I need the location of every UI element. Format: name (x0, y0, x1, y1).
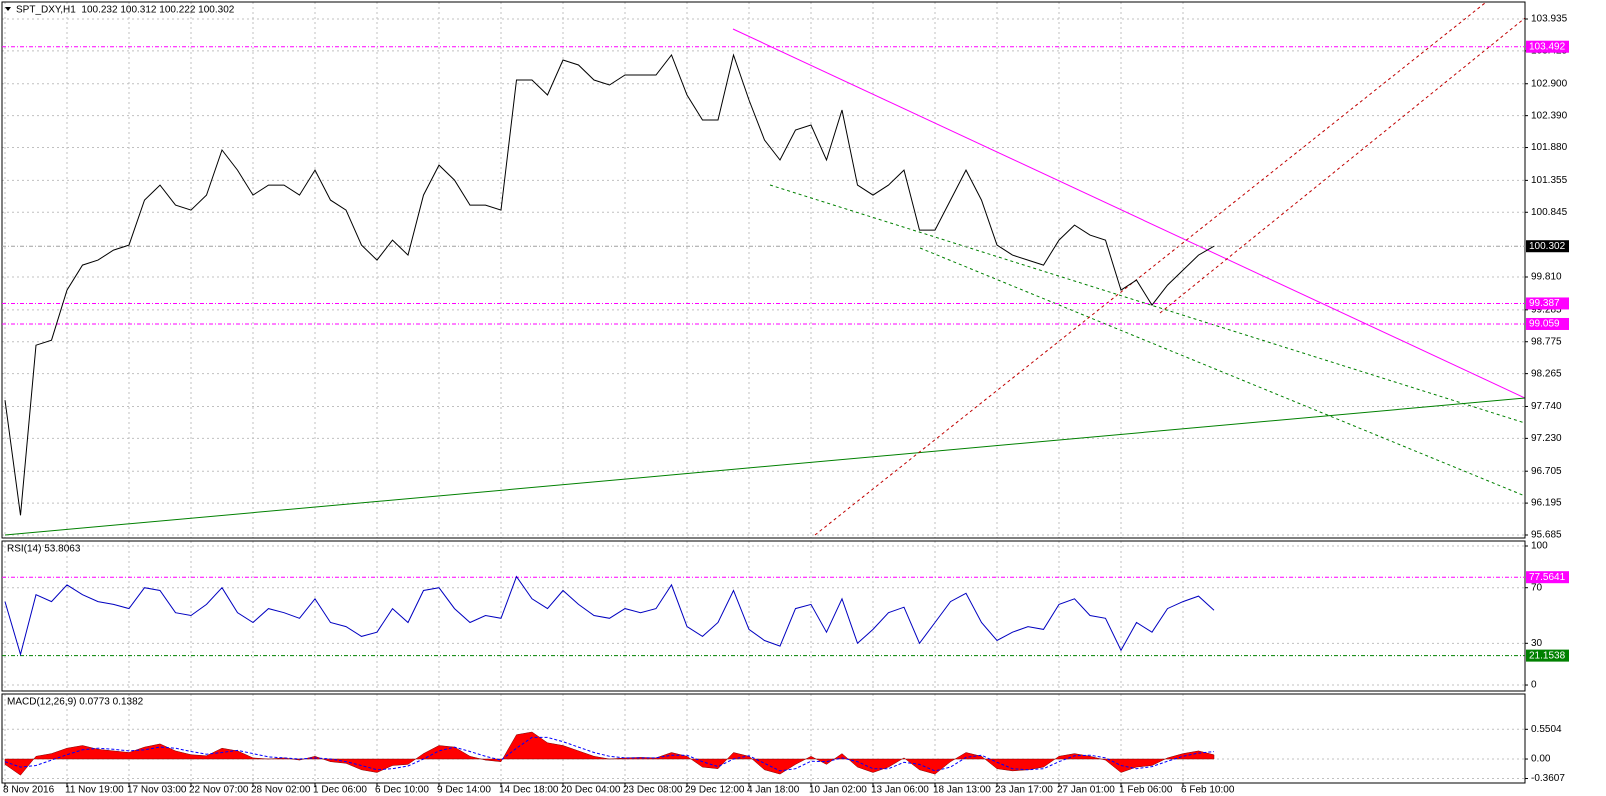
y-tick-label: 102.900 (1531, 78, 1568, 89)
level-label: 21.1538 (1529, 650, 1566, 661)
y-tick-label: 101.880 (1531, 142, 1568, 153)
y-tick-label: 100 (1531, 541, 1548, 552)
x-tick-label: 9 Dec 14:00 (437, 785, 491, 796)
x-tick-label: 13 Jan 06:00 (871, 785, 929, 796)
rsi-panel (1, 540, 1526, 692)
indicator-title: RSI(14) 53.8063 (7, 544, 81, 555)
x-tick-label: 29 Dec 12:00 (685, 785, 745, 796)
x-tick-label: 6 Feb 10:00 (1181, 785, 1235, 796)
x-tick-label: 28 Nov 02:00 (251, 785, 311, 796)
y-tick-label: 0.00 (1531, 754, 1551, 765)
channel-line (1159, 17, 1526, 314)
y-tick-label: 98.775 (1531, 336, 1562, 347)
x-tick-label: 18 Jan 13:00 (933, 785, 991, 796)
channel-line (814, 2, 1486, 536)
x-tick-label: 10 Jan 02:00 (809, 785, 867, 796)
y-tick-label: 102.390 (1531, 110, 1568, 121)
y-tick-label: 70 (1531, 582, 1543, 593)
indicator-title: MACD(12,26,9) 0.0773 0.1382 (7, 697, 144, 708)
y-tick-label: 0.5504 (1531, 724, 1562, 735)
price-line (4, 53, 1215, 516)
level-label-box (1526, 317, 1569, 330)
y-tick-label: 99.810 (1531, 272, 1562, 283)
y-tick-label: 99.285 (1531, 304, 1562, 315)
x-tick-label: 22 Nov 07:00 (189, 785, 249, 796)
level-label: 77.5641 (1529, 572, 1566, 583)
level-label: 99.387 (1529, 298, 1560, 309)
y-tick-label: 97.740 (1531, 401, 1562, 412)
level-label-box (1526, 240, 1569, 253)
y-tick-label: 96.195 (1531, 498, 1562, 509)
level-label-box (1526, 571, 1569, 584)
drawings (4, 2, 1526, 536)
y-tick-label: 95.685 (1531, 530, 1562, 541)
trend-line (4, 397, 1526, 536)
level-label: 100.302 (1529, 241, 1566, 252)
price-line (4, 575, 1215, 657)
level-label-box (1526, 649, 1569, 662)
chart-title: SPT_DXY,H1 100.232 100.312 100.222 100.3… (16, 5, 235, 16)
trend-line (732, 28, 1526, 399)
x-tick-label: 17 Nov 03:00 (127, 785, 187, 796)
x-tick-label: 20 Dec 04:00 (561, 785, 621, 796)
level-label: 99.059 (1529, 319, 1560, 330)
level-label-box (1526, 40, 1569, 53)
y-tick-label: 0 (1531, 680, 1537, 691)
x-tick-label: 1 Feb 06:00 (1119, 785, 1173, 796)
price-panel (1, 1, 1526, 539)
x-tick-label: 4 Jan 18:00 (747, 785, 800, 796)
signal-line (4, 736, 1215, 772)
x-tick-label: 23 Jan 17:00 (995, 785, 1053, 796)
x-tick-label: 27 Jan 01:00 (1057, 785, 1115, 796)
x-tick-label: 23 Dec 08:00 (623, 785, 683, 796)
x-tick-label: 14 Dec 18:00 (499, 785, 559, 796)
y-tick-label: 30 (1531, 638, 1543, 649)
macd-panel (1, 693, 1526, 784)
x-tick-label: 8 Nov 2016 (3, 785, 55, 796)
x-tick-label: 11 Nov 19:00 (65, 785, 124, 796)
level-label: 103.492 (1529, 41, 1566, 52)
y-tick-label: 101.355 (1531, 175, 1568, 186)
y-tick-label: 100.845 (1531, 207, 1568, 218)
y-tick-label: 98.265 (1531, 368, 1562, 379)
y-tick-label: 97.230 (1531, 433, 1562, 444)
level-label-box (1526, 297, 1569, 310)
y-tick-label: -0.3607 (1531, 773, 1565, 784)
menu-arrow[interactable] (5, 7, 11, 11)
y-tick-label: 96.705 (1531, 466, 1562, 477)
y-tick-label: 103.935 (1531, 14, 1568, 25)
x-tick-label: 6 Dec 10:00 (375, 785, 429, 796)
grid-layer (2, 2, 1525, 783)
x-tick-label: 1 Dec 06:00 (313, 785, 367, 796)
channel-line (919, 247, 1526, 497)
